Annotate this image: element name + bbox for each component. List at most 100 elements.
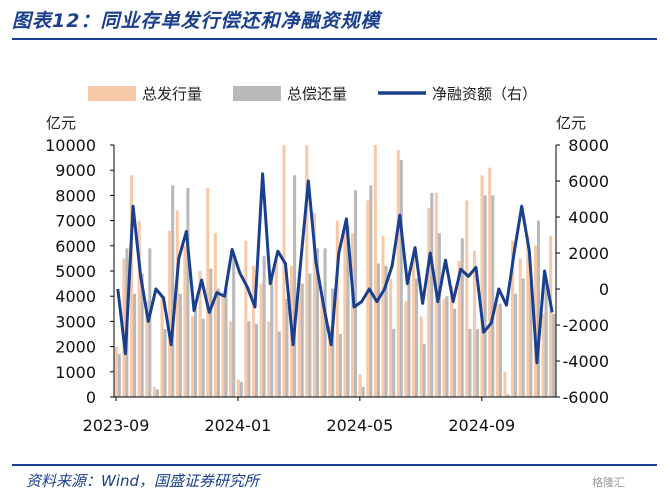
y-tick-label-left: 4000 bbox=[55, 287, 96, 306]
bar-repayment bbox=[453, 308, 457, 397]
bar-issuance bbox=[549, 235, 553, 397]
bar-issuance bbox=[198, 271, 202, 397]
y-tick-label-right: 4000 bbox=[568, 208, 609, 227]
bar-issuance bbox=[160, 296, 164, 397]
bar-repayment bbox=[506, 394, 510, 397]
x-tick-label: 2024-05 bbox=[326, 416, 393, 435]
bar-issuance bbox=[236, 379, 240, 397]
bar-repayment bbox=[285, 298, 289, 397]
bar-repayment bbox=[155, 389, 159, 397]
bar-issuance bbox=[114, 346, 118, 397]
y-tick-label-right: -2000 bbox=[563, 316, 610, 335]
bar-issuance bbox=[297, 271, 301, 397]
bar-repayment bbox=[315, 248, 319, 397]
bar-repayment bbox=[338, 334, 342, 397]
bar-issuance bbox=[366, 200, 370, 397]
bar-issuance bbox=[213, 233, 217, 397]
y-tick-label-left: 6000 bbox=[55, 237, 96, 256]
bar-repayment bbox=[262, 255, 266, 397]
bar-repayment bbox=[460, 238, 464, 397]
bar-repayment bbox=[186, 187, 190, 397]
bar-issuance bbox=[251, 265, 255, 397]
bar-issuance bbox=[259, 283, 263, 397]
bar-issuance bbox=[480, 175, 484, 397]
bar-issuance bbox=[442, 298, 446, 397]
bar-repayment bbox=[140, 273, 144, 397]
bar-repayment bbox=[308, 273, 312, 397]
bar-repayment bbox=[346, 225, 350, 397]
y-tick-label-right: 0 bbox=[599, 280, 609, 299]
bar-repayment bbox=[117, 354, 121, 397]
bar-repayment bbox=[224, 286, 228, 397]
bar-repayment bbox=[475, 328, 480, 397]
bar-repayment bbox=[514, 293, 518, 397]
bar-issuance bbox=[221, 296, 225, 397]
bar-repayment bbox=[376, 263, 380, 397]
legend-swatch-issuance bbox=[88, 86, 136, 101]
bar-repayment bbox=[430, 192, 434, 397]
bar-repayment bbox=[392, 328, 396, 397]
y-tick-label-left: 2000 bbox=[55, 338, 96, 357]
bar-issuance bbox=[190, 316, 195, 397]
bar-repayment bbox=[201, 318, 205, 397]
bar-issuance bbox=[465, 200, 469, 397]
bar-repayment bbox=[239, 381, 243, 397]
net-financing-line bbox=[116, 172, 554, 365]
y-tick-label-right: 8000 bbox=[568, 136, 609, 155]
bar-issuance bbox=[312, 213, 316, 397]
bar-issuance bbox=[267, 321, 271, 397]
y-tick-label-right: 6000 bbox=[568, 172, 609, 191]
bar-repayment bbox=[277, 331, 281, 397]
bar-issuance bbox=[351, 233, 355, 397]
bar-issuance bbox=[381, 235, 385, 397]
y-tick-label-left: 7000 bbox=[55, 212, 96, 231]
bar-repayment bbox=[148, 248, 152, 397]
bar-issuance bbox=[130, 175, 134, 397]
bar-repayment bbox=[178, 293, 182, 397]
bar-repayment bbox=[254, 323, 259, 397]
bar-repayment bbox=[270, 276, 274, 397]
bar-repayment bbox=[354, 190, 358, 397]
y-tick-label-left: 0 bbox=[86, 388, 96, 407]
source-divider bbox=[12, 464, 657, 466]
bar-repayment bbox=[407, 278, 411, 397]
bar-issuance bbox=[206, 187, 210, 397]
y-axis-unit-right: 亿元 bbox=[556, 114, 586, 132]
x-tick-label: 2024-09 bbox=[448, 416, 515, 435]
bar-issuance bbox=[282, 145, 286, 397]
bar-repayment bbox=[529, 281, 533, 397]
bar-repayment bbox=[209, 268, 213, 397]
bar-issuance bbox=[320, 296, 324, 397]
y-tick-label-left: 9000 bbox=[55, 161, 96, 180]
bar-issuance bbox=[457, 260, 461, 397]
y-tick-label-left: 3000 bbox=[55, 312, 96, 331]
legend-label-repayment: 总偿还量 bbox=[287, 85, 347, 103]
y-tick-label-left: 10000 bbox=[45, 136, 96, 155]
figure-title: 图表12：同业存单发行偿还和净融资规模 bbox=[12, 10, 381, 32]
bar-repayment bbox=[194, 306, 198, 397]
bar-repayment bbox=[437, 233, 441, 397]
y-tick-label-right: -6000 bbox=[563, 388, 610, 407]
y-tick-label-left: 5000 bbox=[55, 262, 96, 281]
legend-label-issuance: 总发行量 bbox=[142, 85, 202, 103]
bar-issuance bbox=[274, 260, 278, 397]
bar-repayment bbox=[171, 185, 175, 397]
bar-repayment bbox=[491, 195, 495, 397]
title-divider bbox=[12, 38, 657, 40]
bar-repayment bbox=[247, 321, 251, 397]
bar-issuance bbox=[396, 150, 400, 397]
bar-issuance bbox=[488, 167, 492, 397]
bar-repayment bbox=[133, 293, 137, 397]
y-axis-unit-left: 亿元 bbox=[46, 114, 76, 132]
x-ticks: 2023-09 2024-01 2024-05 2024-09 bbox=[83, 397, 515, 435]
bars-layer bbox=[114, 145, 556, 397]
y-tick-label-right: -4000 bbox=[563, 352, 610, 371]
bar-repayment bbox=[361, 386, 365, 397]
bar-issuance bbox=[495, 303, 499, 397]
bar-repayment bbox=[552, 313, 556, 397]
bar-issuance bbox=[472, 250, 476, 397]
x-tick-label: 2023-09 bbox=[83, 416, 150, 435]
bar-issuance bbox=[511, 240, 515, 397]
bar-repayment bbox=[445, 296, 449, 397]
bar-issuance bbox=[328, 326, 332, 397]
